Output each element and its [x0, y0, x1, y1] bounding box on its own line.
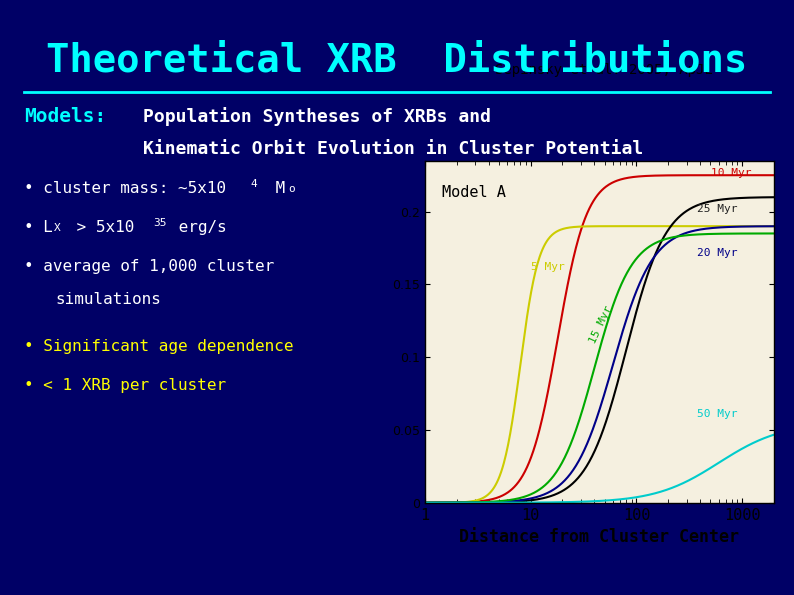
Text: 50 Myr: 50 Myr [697, 409, 738, 419]
Text: > 5x10: > 5x10 [67, 220, 135, 235]
Text: Model A: Model A [442, 184, 506, 199]
Text: • Significant age dependence: • Significant age dependence [24, 339, 293, 354]
Text: Theoretical XRB  Distributions: Theoretical XRB Distributions [46, 42, 748, 80]
Text: X: X [54, 223, 61, 233]
Text: • average of 1,000 cluster: • average of 1,000 cluster [24, 259, 274, 274]
Text: 5 Myr: 5 Myr [530, 262, 565, 272]
Text: simulations: simulations [56, 292, 161, 306]
Text: 4: 4 [250, 180, 257, 189]
Text: Population Syntheses of XRBs and: Population Syntheses of XRBs and [143, 107, 491, 126]
Text: • < 1 XRB per cluster: • < 1 XRB per cluster [24, 378, 226, 393]
Text: Kinematic Orbit Evolution in Cluster Potential: Kinematic Orbit Evolution in Cluster Pot… [143, 140, 643, 158]
X-axis label: Distance from Cluster Center: Distance from Cluster Center [460, 528, 739, 546]
Text: 15 Myr: 15 Myr [588, 303, 615, 345]
Text: erg/s: erg/s [169, 220, 227, 235]
Text: M: M [266, 181, 285, 196]
Text: Sepinsky et al. 2005, ApJL: Sepinsky et al. 2005, ApJL [495, 63, 712, 77]
Text: 35: 35 [153, 218, 167, 228]
Text: Models:: Models: [24, 107, 106, 126]
Text: • L: • L [24, 220, 52, 235]
Text: 25 Myr: 25 Myr [697, 204, 738, 214]
Text: o: o [288, 184, 295, 195]
Text: 10 Myr: 10 Myr [711, 168, 752, 178]
Text: 20 Myr: 20 Myr [697, 249, 738, 258]
Text: • cluster mass: ~5x10: • cluster mass: ~5x10 [24, 181, 226, 196]
